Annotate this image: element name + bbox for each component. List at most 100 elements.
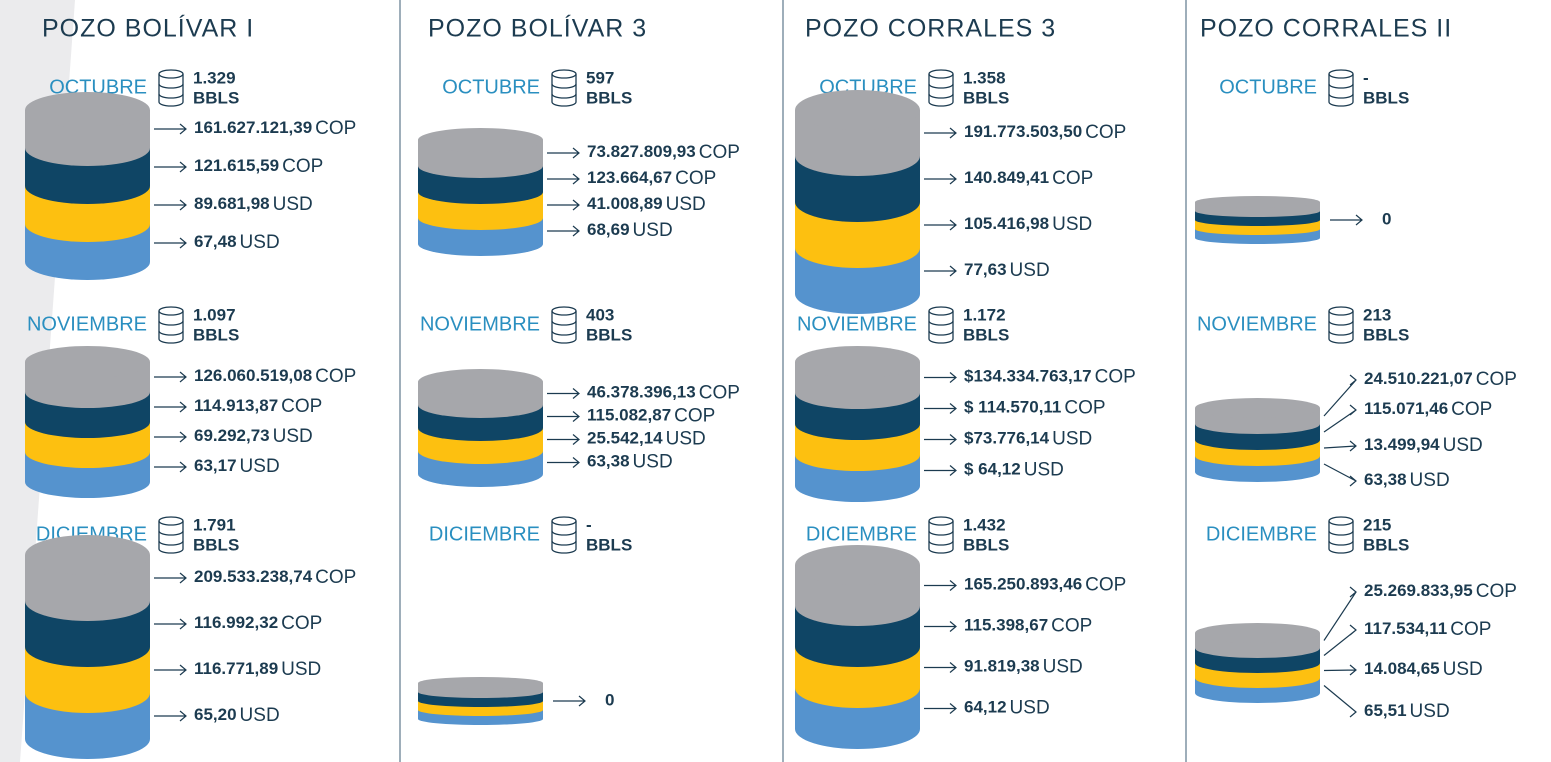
value-unit: COP [1450,619,1491,640]
value-unit: USD [273,194,313,215]
value-label: 161.627.121,39 COP [194,118,356,139]
arrow [547,434,580,445]
value: 115.071,46 [1364,399,1448,418]
barrel-icon [928,306,954,344]
value: $134.334.763,17 [964,367,1092,386]
month-label: DICIEMBRE [806,523,917,545]
barrel-icon [1328,306,1354,344]
value-unit: COP [1095,367,1136,388]
barrel-ring [158,83,184,99]
value: 116.992,32 [194,613,278,632]
barrel-ring [551,320,577,336]
barrel-icon [551,69,577,107]
arrow [924,580,957,591]
value: 114.913,87 [194,396,278,415]
value: 65,20 [194,705,237,724]
barrel-top [1328,306,1354,316]
value-label: 117.534,11 COP [1364,619,1491,640]
zero-value: 0 [1382,209,1391,228]
arrow [1323,440,1357,452]
value-label: 68,69 USD [587,220,673,241]
barrels-value: - [1363,68,1369,87]
arrow [924,703,957,714]
value-unit: USD [281,659,321,680]
value-label: 116.992,32 COP [194,613,322,634]
value: 123.664,67 [587,168,672,187]
value-unit: COP [699,383,740,404]
arrow [1323,404,1357,433]
arrow [154,664,187,676]
barrels-unit: BBLS [1363,535,1409,554]
value: 140.849,41 [964,168,1049,187]
value: $73.776,14 [964,429,1050,448]
value-unit: USD [1052,214,1092,235]
barrels-unit: BBLS [193,325,239,344]
arrow [1323,586,1357,641]
value-label: 105.416,98 USD [964,214,1092,235]
value-label: 67,48 USD [194,232,280,253]
barrel-icon [158,516,184,554]
barrel-icon [928,516,954,554]
value-unit: COP [315,567,356,588]
barrel-ring [1328,83,1354,99]
barrel-top [928,516,954,526]
value-label: 123.664,67 COP [587,168,716,189]
zero-value: 0 [605,690,614,709]
value-unit: COP [1476,581,1517,602]
value-unit: USD [1410,701,1450,722]
value-label: $ 64,12 USD [964,460,1064,481]
value-unit: COP [675,168,716,189]
value-unit: USD [273,426,313,447]
barrels-value: 597 [586,68,614,87]
value: 25.542,14 [587,429,663,448]
barrel-top [158,69,184,79]
value-label: 126.060.519,08 COP [194,366,356,387]
value: 69.292,73 [194,426,270,445]
barrel-body [551,521,577,554]
arrow [154,710,187,722]
value: 14.084,65 [1364,659,1440,678]
value-label: $134.334.763,17 COP [964,367,1136,388]
barrels-value: 1.097 [193,305,236,324]
value: 13.499,94 [1364,435,1440,454]
value-unit: COP [1085,122,1126,143]
value: 67,48 [194,232,237,251]
barrel-ring [928,83,954,99]
arrow [924,621,957,632]
value-label: 63,17 USD [194,456,280,477]
value-unit: COP [315,118,356,139]
value-unit: COP [1476,369,1517,390]
barrel-top [158,306,184,316]
column-title: POZO BOLÍVAR 3 [428,14,647,43]
value-unit: USD [1443,435,1483,456]
barrel-top [551,69,577,79]
barrels-unit: BBLS [193,88,239,107]
value: 63,38 [1364,470,1407,489]
barrel-icon [158,306,184,344]
barrel-top [928,69,954,79]
value: 73.827.809,93 [587,142,696,161]
value: 68,69 [587,220,630,239]
arrow [924,372,957,383]
barrels-value: 1.432 [963,515,1006,534]
value-label: 91.819,38 USD [964,657,1083,678]
value-unit: USD [633,220,673,241]
arrow [547,388,580,399]
barrels-unit: BBLS [586,325,632,344]
barrel-body [928,74,954,107]
value-unit: USD [1024,460,1064,481]
value-label: $ 114.570,11 COP [964,398,1106,419]
value: 121.615,59 [194,156,279,175]
value-label: 115.082,87 COP [587,406,715,427]
value-label: 209.533.238,74 COP [194,567,356,588]
arrow [1330,214,1363,226]
value: 25.269.833,95 [1364,581,1473,600]
arrow [547,199,580,211]
barrels-unit: BBLS [963,325,1009,344]
arrow [1323,685,1357,718]
arrow [154,237,187,249]
value-unit: COP [281,396,322,417]
value: 191.773.503,50 [964,122,1082,141]
barrel-top [551,516,577,526]
barrel-body [158,74,184,107]
